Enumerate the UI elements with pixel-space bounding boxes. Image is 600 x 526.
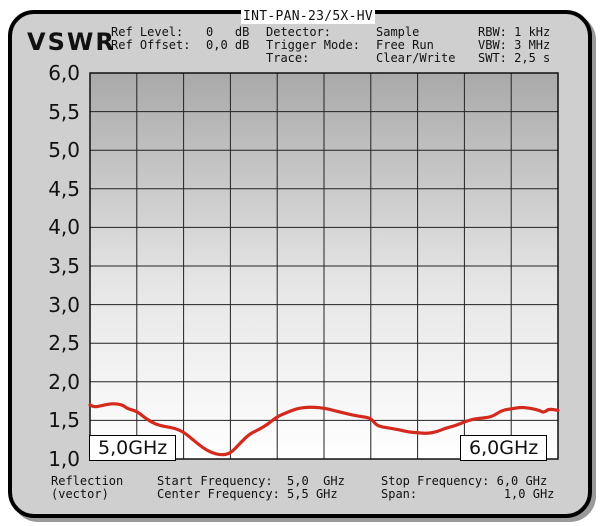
swt-readout: SWT: 2,5 s bbox=[478, 51, 551, 65]
y-tick-label: 1,5 bbox=[48, 408, 80, 433]
y-tick-label: 5,0 bbox=[48, 138, 80, 163]
y-tick-label: 4,0 bbox=[48, 215, 80, 240]
y-tick-label: 3,5 bbox=[48, 254, 80, 278]
start-frequency-readout: Start Frequency: 5,0 GHz bbox=[157, 474, 345, 488]
measurement-mode: (vector) bbox=[51, 487, 109, 501]
vbw-readout: VBW: 3 MHz bbox=[478, 38, 551, 52]
detector-label: Detector: bbox=[266, 25, 332, 39]
ref-level-label: Ref Level: bbox=[111, 25, 184, 39]
center-frequency-readout: Center Frequency: 5,5 GHz bbox=[157, 487, 338, 501]
ref-offset-label: Ref Offset: bbox=[111, 38, 191, 52]
start-frequency-marker: 5,0GHz bbox=[89, 435, 177, 461]
y-tick-label: 5,5 bbox=[48, 99, 80, 124]
stop-frequency-readout: Stop Frequency: 6,0 GHz bbox=[381, 474, 548, 488]
trigger-mode-value: Free Run bbox=[376, 38, 434, 52]
trigger-mode-label: Trigger Mode: bbox=[266, 38, 360, 52]
detector-value: Sample bbox=[376, 25, 420, 39]
span-readout: Span: 1,0 GHz bbox=[381, 487, 555, 501]
y-tick-label: 2,5 bbox=[48, 331, 80, 356]
ref-offset-value: 0,0 dB bbox=[206, 38, 250, 52]
mode-label: VSWR bbox=[27, 28, 116, 56]
y-tick-label: 6,0 bbox=[48, 61, 80, 85]
y-tick-label: 1,0 bbox=[48, 447, 80, 471]
y-tick-label: 3,0 bbox=[48, 292, 80, 317]
y-tick-label: 4,5 bbox=[48, 176, 80, 201]
stop-frequency-marker: 6,0GHz bbox=[460, 435, 548, 461]
vswr-trace bbox=[88, 402, 560, 457]
trace-value: Clear/Write bbox=[376, 51, 456, 65]
rbw-readout: RBW: 1 kHz bbox=[478, 25, 551, 39]
y-tick-label: 2,0 bbox=[48, 369, 80, 394]
trace-label: Trace: bbox=[266, 51, 310, 65]
ref-level-value: 0 dB bbox=[206, 25, 250, 39]
measurement-type: Reflection bbox=[51, 474, 124, 488]
device-title: INT-PAN-23/5X-HV bbox=[241, 9, 376, 24]
plot-border bbox=[89, 72, 559, 460]
